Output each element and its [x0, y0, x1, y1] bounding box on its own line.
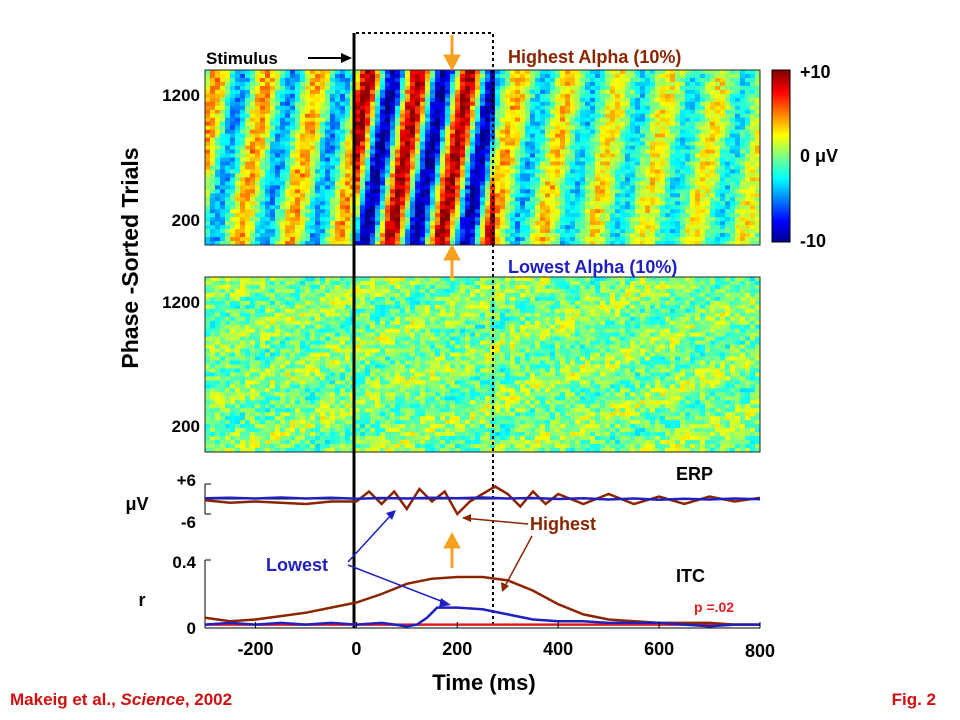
heatmap-lowest-alpha	[205, 277, 760, 452]
x-tick-label: 200	[442, 639, 472, 659]
colorbar-min-label: -10	[800, 231, 826, 251]
erp-title: ERP	[676, 464, 713, 484]
lowest-pointer-erp	[347, 513, 393, 563]
lowest-pointer-itc	[347, 564, 447, 604]
highest-pointer-itc	[503, 535, 533, 589]
erp-highest-line	[204, 485, 761, 517]
lowest-alpha-title: Lowest Alpha (10%)	[508, 257, 677, 277]
x-tick-label: -200	[237, 639, 273, 659]
citation-authors: Makeig et al.,	[10, 690, 121, 709]
low-ytick-200: 200	[172, 417, 200, 436]
highest-pointer-erp-head	[462, 514, 471, 522]
itc-panel: 0.4 0 r ITC p =.02 -200 0 200 400 600 800	[138, 553, 775, 661]
heatmap-highest-alpha	[205, 70, 760, 245]
lowest-annotation: Lowest	[266, 555, 328, 575]
x-axis-ticks: -200 0 200 400 600 800	[237, 622, 775, 661]
erp-ylabel: μV	[125, 494, 148, 514]
erp-ytick-top: +6	[177, 471, 196, 490]
erp-ytick-bottom: -6	[181, 513, 196, 532]
colorbar-mid-label: 0 μV	[800, 146, 838, 166]
itc-ytick-top: 0.4	[172, 553, 196, 572]
y-axis-label: Phase -Sorted Trials	[117, 147, 143, 368]
x-tick-label: 600	[644, 639, 674, 659]
figure-number: Fig. 2	[891, 690, 936, 709]
orange-arrows	[443, 35, 461, 568]
citation-year: , 2002	[184, 690, 233, 709]
colorbar	[771, 69, 791, 243]
stimulus-label: Stimulus	[206, 49, 278, 68]
citation: Makeig et al., Science, 2002	[10, 690, 232, 710]
highest-annotation: Highest	[530, 514, 596, 534]
citation-journal: Science	[120, 690, 185, 709]
stimulus-arrowhead	[341, 53, 352, 63]
highest-pointer-itc-head	[501, 582, 509, 592]
itc-ylabel: r	[138, 590, 145, 610]
x-axis-label: Time (ms)	[432, 670, 536, 695]
x-tick-label: 0	[351, 639, 361, 659]
itc-threshold-label: p =.02	[694, 599, 734, 615]
highest-pointer-erp	[462, 517, 529, 525]
orange-arrowhead-up-bottom	[443, 531, 461, 549]
orange-arrowhead-up-mid	[443, 243, 461, 261]
highest-alpha-title: Highest Alpha (10%)	[508, 47, 681, 67]
itc-ytick-bottom: 0	[187, 619, 196, 638]
high-ytick-1200: 1200	[162, 86, 200, 105]
itc-title: ITC	[676, 566, 705, 586]
lowest-pointer-itc-head	[439, 598, 451, 607]
colorbar-max-label: +10	[800, 62, 831, 82]
low-ytick-1200: 1200	[162, 293, 200, 312]
orange-arrowhead-down-top	[443, 54, 461, 72]
x-tick-label: 400	[543, 639, 573, 659]
high-ytick-200: 200	[172, 211, 200, 230]
erp-lowest-line	[204, 496, 761, 502]
heatmap-highest-frame	[204, 69, 761, 246]
x-tick-label: 800	[745, 641, 775, 661]
erp-panel: +6 -6 μV ERP	[125, 464, 761, 532]
lowest-pointer-erp-head	[386, 510, 396, 520]
heatmap-lowest-frame	[204, 276, 761, 453]
